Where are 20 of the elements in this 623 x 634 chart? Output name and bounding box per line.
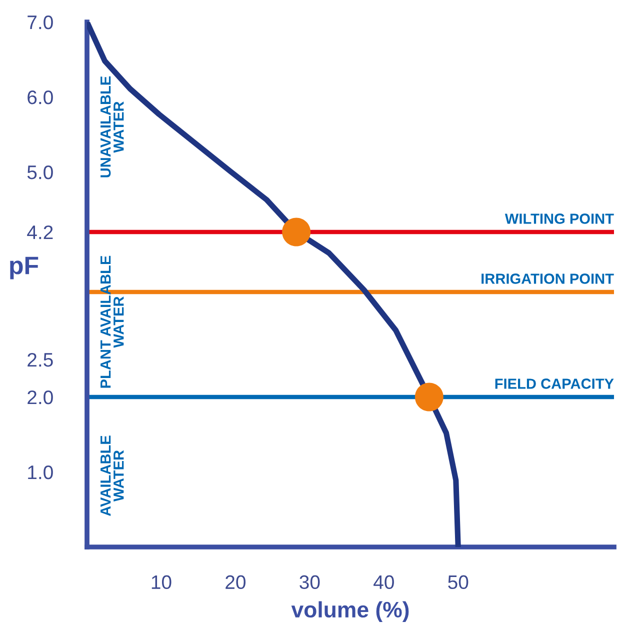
y-tick-label: 1.0	[28, 465, 53, 480]
x-tick-label: 40	[374, 575, 394, 590]
ref-line-label: FIELD CAPACITY	[495, 378, 614, 389]
annotation: PLANT AVAILABLE WATER	[100, 256, 124, 388]
annotation: AVAILABLE WATER	[100, 436, 124, 516]
x-tick-label: 30	[300, 575, 320, 590]
y-tick-label: 6.0	[28, 90, 53, 104]
y-tick-label: 2.0	[28, 390, 53, 404]
y-tick-label: 5.0	[27, 165, 53, 180]
x-axis-title: volume (%)	[291, 601, 409, 622]
x-tick-label: 20	[226, 575, 246, 590]
ref-line-label: IRRIGATION POINT	[482, 274, 614, 284]
ref-line-label: WILTING POINT	[504, 214, 614, 224]
x-tick-label: 50	[448, 575, 468, 590]
x-tick-label: 10	[152, 575, 172, 590]
y-axis-title: pF	[10, 256, 38, 280]
y-tick-label: 4.2	[27, 225, 53, 240]
y-tick-label: 7.0	[28, 15, 53, 30]
annotation: UNAVAILABLE WATER	[100, 76, 124, 178]
y-tick-label: 2.5	[28, 352, 53, 367]
